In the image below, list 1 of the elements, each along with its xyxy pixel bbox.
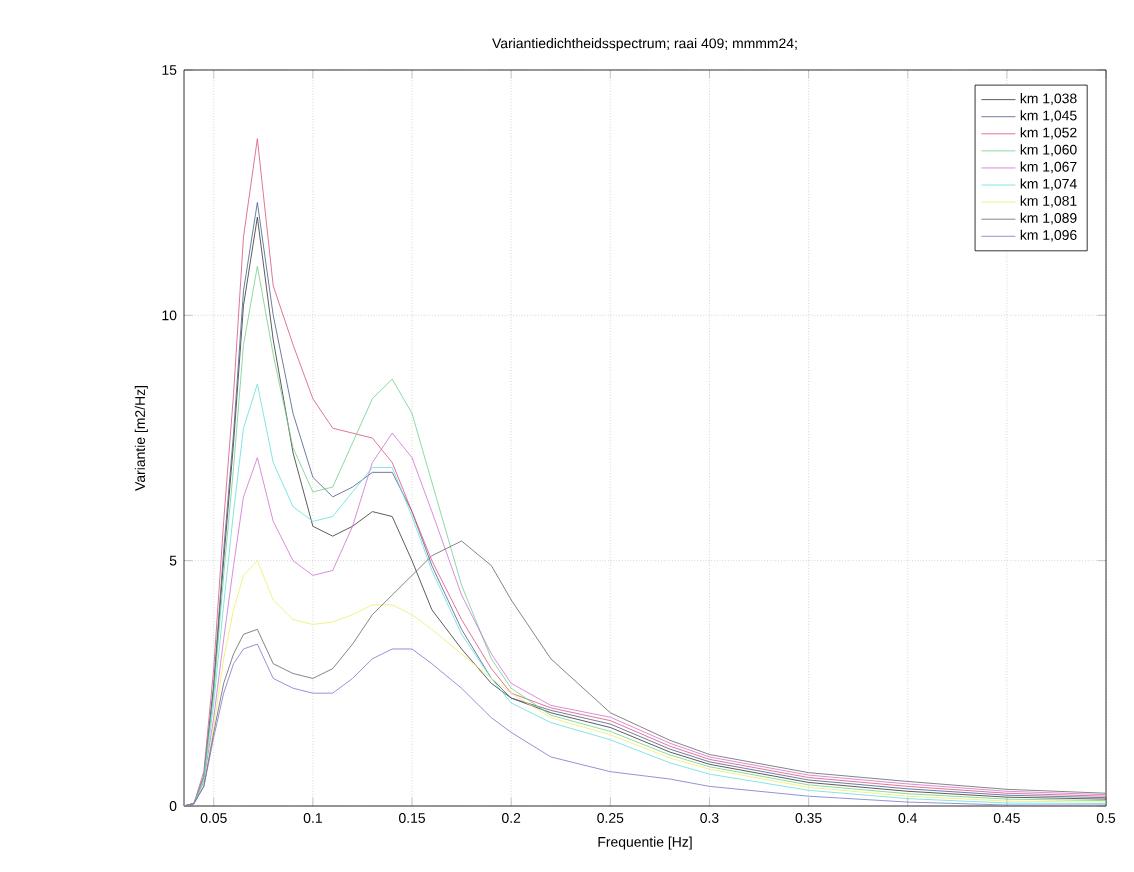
line-series: [184, 643, 1107, 806]
